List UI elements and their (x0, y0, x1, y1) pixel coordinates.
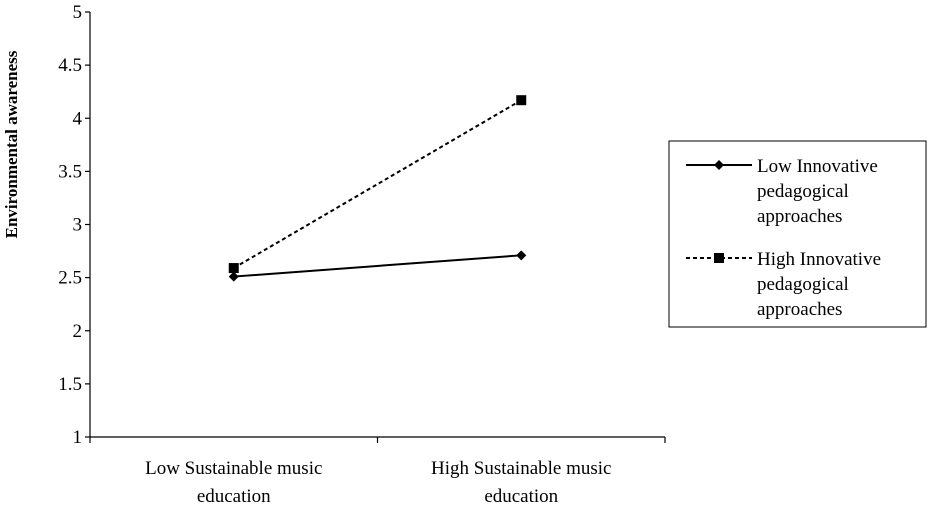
x-category-label: education (484, 486, 558, 507)
y-tick-label: 4 (73, 108, 83, 129)
series-1 (228, 250, 527, 282)
y-tick-label: 3.5 (58, 161, 82, 182)
y-tick-label: 1.5 (58, 374, 82, 395)
y-tick-label: 2 (73, 321, 83, 342)
series-layer (228, 95, 527, 282)
legend-label: approaches (757, 206, 842, 227)
y-axis-title: Environmental awareness (2, 50, 21, 238)
series-2 (228, 95, 527, 274)
legend-marker (714, 253, 724, 263)
data-point-marker (516, 95, 527, 106)
legend-entry-2: High Innovative pedagogical approaches (686, 249, 881, 320)
y-tick-label: 3 (73, 215, 83, 236)
y-tick-label: 5 (73, 2, 83, 23)
y-axis-ticks: 1 1.5 2 2.5 3 3.5 4 4.5 5 (58, 2, 90, 448)
x-axis-category-labels: Low Sustainable music education High Susta… (145, 458, 611, 507)
series-line (233, 99, 522, 269)
x-category-label: High Sustainable music (431, 458, 611, 479)
y-tick-label: 2.5 (58, 268, 82, 289)
legend-entry-1: Low Innovative pedagogical approaches (686, 156, 878, 227)
legend-label: approaches (757, 299, 842, 320)
axes (89, 12, 665, 438)
legend-label: pedagogical (757, 274, 849, 295)
data-point-marker (228, 271, 239, 282)
x-category-label: education (197, 486, 271, 507)
x-category-label: Low Sustainable music (145, 458, 322, 479)
legend: Low InnovativepedagogicalapproachesHigh … (668, 140, 927, 328)
x-axis-ticks (89, 437, 666, 443)
legend-marker (714, 160, 724, 170)
legend-label: Low Innovative (757, 156, 878, 177)
legend-label: pedagogical (757, 181, 849, 202)
legend-label: High Innovative (757, 249, 881, 270)
y-tick-label: 4.5 (58, 55, 82, 76)
legend-box (668, 140, 927, 328)
data-point-marker (516, 250, 527, 261)
series-line (233, 254, 522, 278)
y-tick-label: 1 (73, 427, 83, 448)
data-point-marker (228, 263, 239, 274)
